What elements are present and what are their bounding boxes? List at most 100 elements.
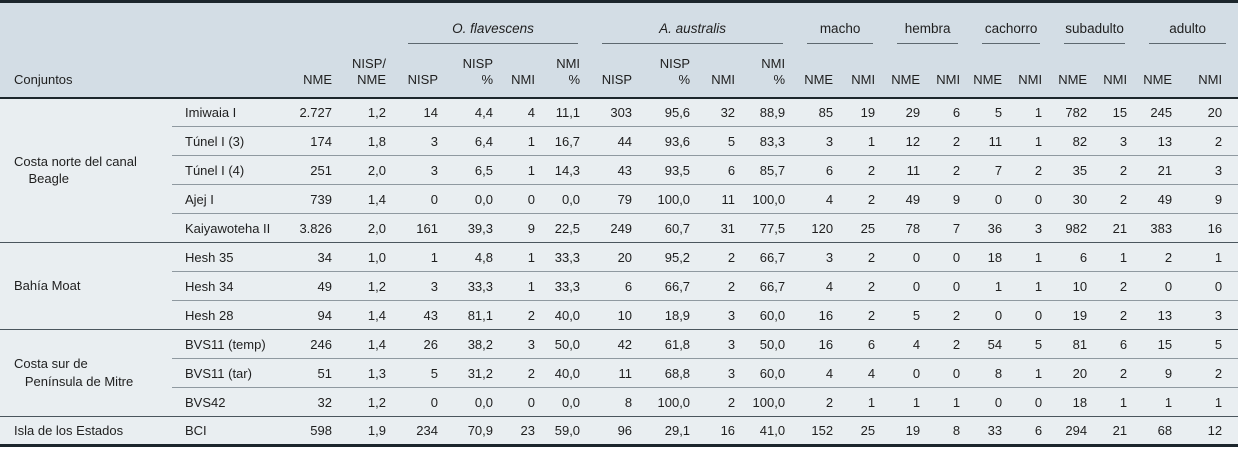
- column-header-nmi: NMI: [1012, 43, 1053, 99]
- value-cell: 43: [590, 155, 643, 185]
- value-cell: 60,0: [745, 300, 796, 330]
- value-cell: 100,0: [745, 387, 796, 417]
- value-cell: 0: [1012, 184, 1053, 214]
- value-cell: 33,3: [545, 271, 591, 301]
- header-columns-row: Conjuntos NME NISP/ NME NISP NISP % NMI NMI % N…: [0, 43, 1238, 99]
- value-cell: 4: [795, 271, 844, 301]
- value-cell: 1,3: [342, 358, 396, 388]
- value-cell: 598: [290, 416, 342, 446]
- value-cell: 4,4: [474, 104, 493, 120]
- value-cell: 6,4: [448, 126, 503, 156]
- column-group-macho: macho: [795, 2, 885, 44]
- value-cell: 1: [1182, 242, 1238, 272]
- site-cell: Kaiyawoteha II: [172, 213, 290, 243]
- value-cell: 4: [527, 104, 535, 120]
- column-group-label-subadulto: subadulto: [1064, 21, 1126, 44]
- value-cell: 33: [970, 416, 1013, 446]
- value-cell: 161: [396, 213, 448, 243]
- value-cell: 9: [930, 184, 971, 214]
- value-cell: 66,7: [745, 271, 796, 301]
- column-header-nmi: NMI: [843, 43, 886, 99]
- value-cell: 6: [590, 271, 643, 301]
- value-cell: 83,3: [745, 126, 796, 156]
- value-cell: 11: [970, 126, 1013, 156]
- value-cell: 100,0: [745, 184, 796, 214]
- value-cell: 2: [503, 358, 545, 388]
- value-cell: 1: [396, 242, 448, 272]
- value-cell: 1: [1012, 242, 1053, 272]
- column-group-subadulto: subadulto: [1052, 2, 1137, 44]
- value-cell: 2: [700, 242, 746, 272]
- value-cell: 49: [1137, 184, 1183, 214]
- table-row-bvs42: BVS42 32 1,2 0 0,0 0 0,0 8 100,0 2 100,0 2 1 1 1 0 0 18 1 1…: [0, 387, 1238, 417]
- value-cell: 0,0: [545, 184, 591, 214]
- value-cell: 8: [930, 416, 971, 446]
- value-cell: 1: [970, 271, 1013, 301]
- value-cell: 739: [290, 184, 342, 214]
- value-cell: 1: [930, 387, 971, 417]
- value-cell: 2: [700, 271, 746, 301]
- value-cell: 61,8: [642, 329, 701, 359]
- value-cell: 32: [720, 104, 736, 120]
- value-cell: 9: [503, 213, 545, 243]
- value-cell: 1: [503, 126, 545, 156]
- value-cell: 0: [885, 271, 931, 301]
- region-group-cell-isla-de-los-estados: Isla de los Estados: [0, 416, 172, 446]
- value-cell: 1,2: [342, 387, 396, 417]
- value-cell: 2: [930, 329, 971, 359]
- value-cell: 23: [503, 416, 545, 446]
- value-cell: 6: [1012, 416, 1053, 446]
- value-cell: 66,7: [642, 271, 701, 301]
- site-cell: BVS42: [172, 387, 290, 417]
- value-cell: 2.727: [299, 104, 332, 120]
- site-cell: Túnel I (4): [172, 155, 290, 185]
- value-cell: 16: [1182, 213, 1238, 243]
- value-cell: 3: [1012, 213, 1053, 243]
- value-cell: 2: [1097, 271, 1138, 301]
- value-cell: 11: [590, 358, 643, 388]
- value-cell: 68: [1137, 416, 1183, 446]
- value-cell: 2: [1097, 184, 1138, 214]
- column-group-adulto: adulto: [1137, 2, 1238, 44]
- region-group-cell-costa-norte-del-canal-beagle: Costa norte del canal Beagle: [14, 153, 137, 187]
- column-header-nme: NME: [290, 43, 342, 99]
- value-cell: 95,2: [642, 242, 701, 272]
- value-cell: 38,2: [448, 329, 503, 359]
- value-cell: 2: [1182, 126, 1238, 156]
- value-cell: 82: [1052, 126, 1098, 156]
- value-cell: 1: [843, 387, 886, 417]
- value-cell: 7: [970, 155, 1013, 185]
- value-cell: 100,0: [642, 184, 701, 214]
- value-cell: 44: [590, 126, 643, 156]
- value-cell: 0: [1012, 300, 1053, 330]
- value-cell: 0: [930, 242, 971, 272]
- value-cell: 1: [1034, 104, 1043, 120]
- value-cell: 3: [396, 155, 448, 185]
- value-cell: 2: [1012, 155, 1053, 185]
- value-cell: 1: [1012, 358, 1053, 388]
- value-cell: 6: [795, 155, 844, 185]
- value-cell: 49: [885, 184, 931, 214]
- column-header-nisp: NISP %: [642, 43, 701, 99]
- value-cell: 6,5: [448, 155, 503, 185]
- site-cell: Imiwaia I: [185, 104, 237, 120]
- value-cell: 2: [1097, 358, 1138, 388]
- value-cell: 1: [503, 242, 545, 272]
- value-cell: 3: [700, 300, 746, 330]
- value-cell: 2: [843, 155, 886, 185]
- column-group-label-hembra: hembra: [897, 21, 959, 44]
- value-cell: 50,0: [545, 329, 591, 359]
- value-cell: 2: [930, 126, 971, 156]
- value-cell: 39,3: [448, 213, 503, 243]
- value-cell: 68,8: [642, 358, 701, 388]
- value-cell: 0: [1182, 271, 1238, 301]
- site-cell: Ajej I: [172, 184, 290, 214]
- value-cell: 13: [1137, 126, 1183, 156]
- value-cell: 0: [970, 300, 1013, 330]
- column-header-nisp: NISP: [590, 43, 643, 99]
- value-cell: 13: [1137, 300, 1183, 330]
- value-cell: 78: [885, 213, 931, 243]
- site-cell: Hesh 28: [172, 300, 290, 330]
- value-cell: 81,1: [448, 300, 503, 330]
